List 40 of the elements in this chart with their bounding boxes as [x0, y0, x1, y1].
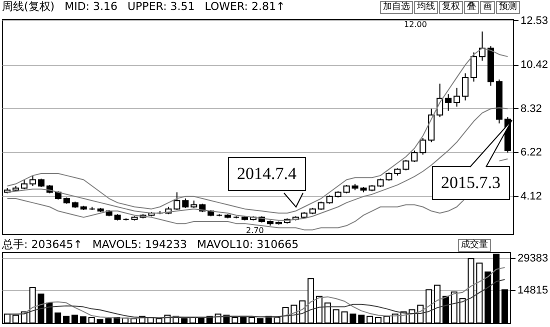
annotation: 2015.7.3: [432, 166, 510, 200]
text: LOWER: 2.81↑: [204, 0, 286, 13]
y-tick-label: 12.53: [520, 14, 548, 27]
text: UPPER: 3.51: [128, 0, 195, 13]
candlestick: [29, 175, 36, 186]
text: 总手: 203645↑: [2, 238, 82, 251]
line-series: [6, 48, 508, 214]
text: 成交量: [458, 239, 491, 252]
text: 周线(复权): [2, 0, 55, 13]
candlestick: [402, 159, 410, 171]
text: 均线: [414, 1, 438, 14]
annotation: 2.70: [246, 226, 264, 235]
line-series: [6, 107, 508, 221]
candlestick: [454, 87, 460, 108]
candlestick: [445, 94, 452, 112]
annotation: 2014.7.4: [228, 157, 306, 191]
text: MAVOL5: 194233: [92, 238, 188, 251]
candlestick: [411, 150, 418, 162]
candlestick: [462, 72, 469, 101]
y-tick-label: 4.12: [520, 190, 542, 203]
y-tick-label: 8.32: [520, 102, 542, 115]
candlestick: [479, 31, 486, 62]
candlestick: [21, 179, 28, 190]
text: 叠: [464, 1, 479, 14]
text: 复权: [439, 1, 463, 14]
annotation: 12.00: [404, 20, 427, 29]
line-series: [6, 279, 506, 318]
candlestick: [470, 52, 478, 82]
text: MID: 3.16: [64, 0, 118, 13]
candlestick: [420, 137, 426, 156]
text: 画: [480, 1, 495, 14]
candlestick: [182, 198, 189, 208]
y-tick-label: 10.42: [520, 59, 548, 72]
candlestick: [174, 192, 180, 210]
text: 加自选: [380, 1, 413, 14]
text: MAVOL10: 310665: [197, 238, 299, 251]
y-tick-label: 6.22: [520, 146, 542, 159]
y-tick-label: 29383: [518, 252, 548, 264]
text: 预测: [496, 1, 520, 14]
y-tick-label: 14815: [518, 284, 548, 297]
